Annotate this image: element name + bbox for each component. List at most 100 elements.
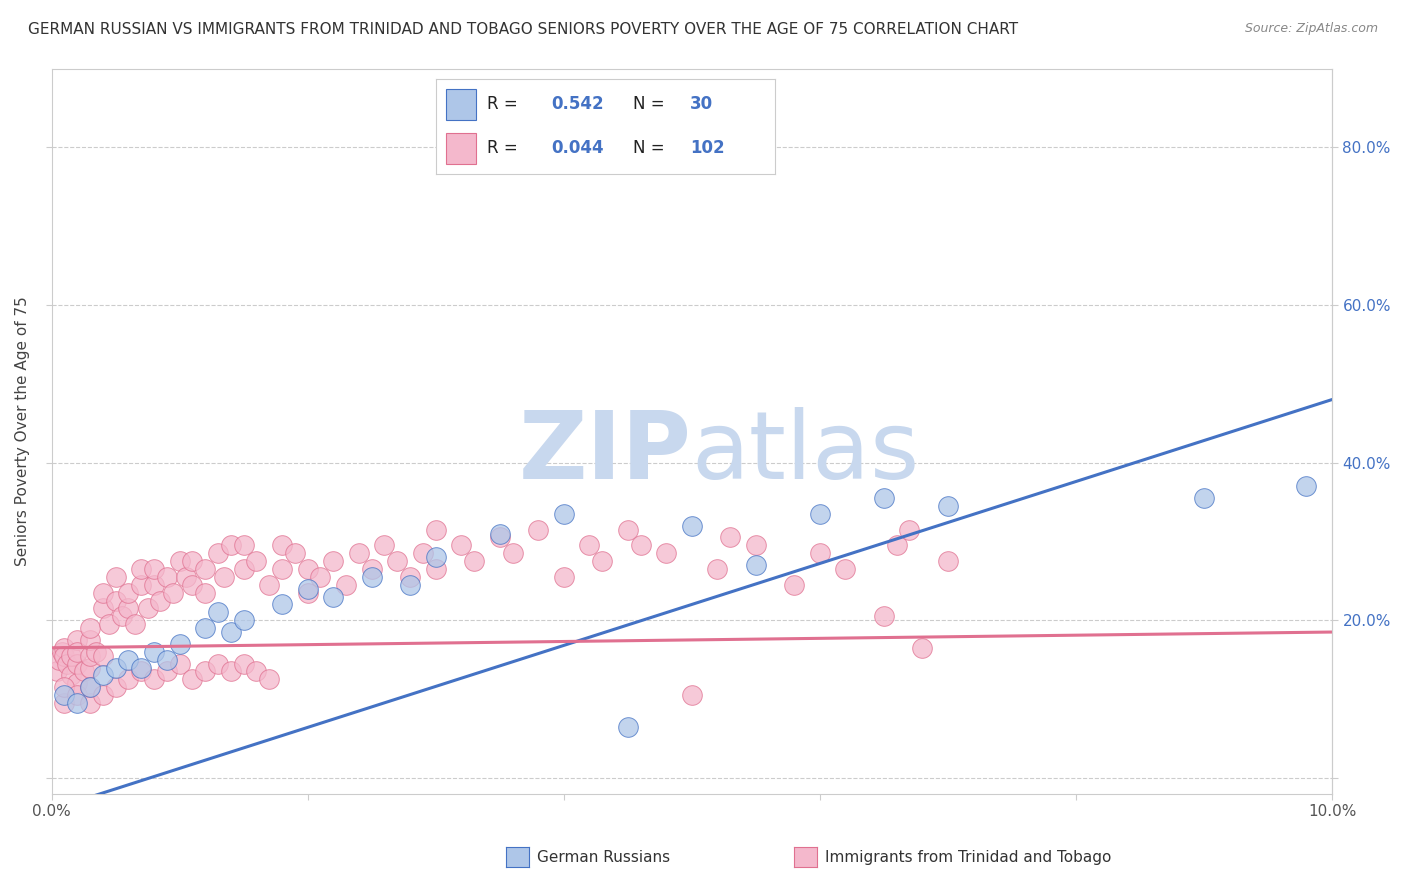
Point xyxy=(387,554,409,568)
Point xyxy=(91,688,114,702)
Point xyxy=(104,570,127,584)
Point xyxy=(745,558,768,572)
Point xyxy=(271,538,294,552)
Point xyxy=(630,538,652,552)
Point xyxy=(104,680,127,694)
Point xyxy=(706,562,728,576)
Point xyxy=(322,554,344,568)
Point xyxy=(66,645,89,659)
Point xyxy=(79,632,101,647)
Point xyxy=(66,657,89,671)
Point xyxy=(207,546,229,560)
Point xyxy=(207,605,229,619)
Point xyxy=(72,665,94,679)
Point xyxy=(91,648,114,663)
Point xyxy=(174,570,197,584)
Point xyxy=(936,554,959,568)
Point xyxy=(873,609,896,624)
Point xyxy=(143,673,166,687)
Point xyxy=(297,585,319,599)
Point xyxy=(194,562,217,576)
Point xyxy=(66,696,89,710)
Point xyxy=(117,601,139,615)
Point xyxy=(194,665,217,679)
Point xyxy=(117,673,139,687)
Point xyxy=(136,601,159,615)
Point xyxy=(79,660,101,674)
Y-axis label: Seniors Poverty Over the Age of 75: Seniors Poverty Over the Age of 75 xyxy=(15,296,30,566)
Point xyxy=(808,546,831,560)
Point xyxy=(591,554,613,568)
Point xyxy=(502,546,524,560)
Point xyxy=(399,570,422,584)
Point xyxy=(156,652,179,666)
Point xyxy=(91,585,114,599)
Point xyxy=(257,578,280,592)
Point xyxy=(104,660,127,674)
Point xyxy=(162,585,184,599)
Point xyxy=(169,657,191,671)
Point xyxy=(783,578,806,592)
Point xyxy=(297,562,319,576)
Point xyxy=(309,570,332,584)
Point xyxy=(232,538,254,552)
Point xyxy=(214,570,236,584)
Point xyxy=(59,668,82,682)
Point xyxy=(488,526,510,541)
Point xyxy=(169,554,191,568)
Point xyxy=(91,601,114,615)
Point xyxy=(425,562,447,576)
Point xyxy=(616,720,638,734)
Point xyxy=(578,538,600,552)
Point xyxy=(808,507,831,521)
Text: GERMAN RUSSIAN VS IMMIGRANTS FROM TRINIDAD AND TOBAGO SENIORS POVERTY OVER THE A: GERMAN RUSSIAN VS IMMIGRANTS FROM TRINID… xyxy=(28,22,1018,37)
Point xyxy=(53,680,76,694)
Point xyxy=(322,590,344,604)
Point xyxy=(936,499,959,513)
Point xyxy=(181,578,204,592)
Point xyxy=(718,531,741,545)
Point xyxy=(399,578,422,592)
Point xyxy=(194,585,217,599)
Point xyxy=(553,507,575,521)
Point xyxy=(117,652,139,666)
Point xyxy=(111,609,134,624)
Point xyxy=(45,665,67,679)
Point xyxy=(655,546,678,560)
Point xyxy=(257,673,280,687)
Point xyxy=(425,523,447,537)
Point xyxy=(873,491,896,505)
Point xyxy=(232,613,254,627)
Point xyxy=(245,665,267,679)
Point xyxy=(53,648,76,663)
Point xyxy=(450,538,472,552)
Point xyxy=(527,523,550,537)
Point xyxy=(149,593,172,607)
Point xyxy=(129,578,152,592)
Point xyxy=(297,582,319,596)
Point xyxy=(194,621,217,635)
Point xyxy=(181,554,204,568)
Point xyxy=(104,593,127,607)
Point xyxy=(53,696,76,710)
Text: ZIP: ZIP xyxy=(519,407,692,499)
Point xyxy=(129,665,152,679)
Point xyxy=(681,688,703,702)
Point xyxy=(335,578,357,592)
Point xyxy=(98,617,121,632)
Point xyxy=(59,648,82,663)
Point xyxy=(271,598,294,612)
Point xyxy=(271,562,294,576)
Point xyxy=(347,546,370,560)
Text: German Russians: German Russians xyxy=(537,850,671,864)
Point xyxy=(51,645,73,659)
Point xyxy=(360,570,382,584)
Point xyxy=(66,688,89,702)
Point xyxy=(53,640,76,655)
Point xyxy=(360,562,382,576)
Point xyxy=(91,668,114,682)
Point xyxy=(616,523,638,537)
Point xyxy=(886,538,908,552)
Point xyxy=(66,676,89,690)
Point xyxy=(463,554,485,568)
